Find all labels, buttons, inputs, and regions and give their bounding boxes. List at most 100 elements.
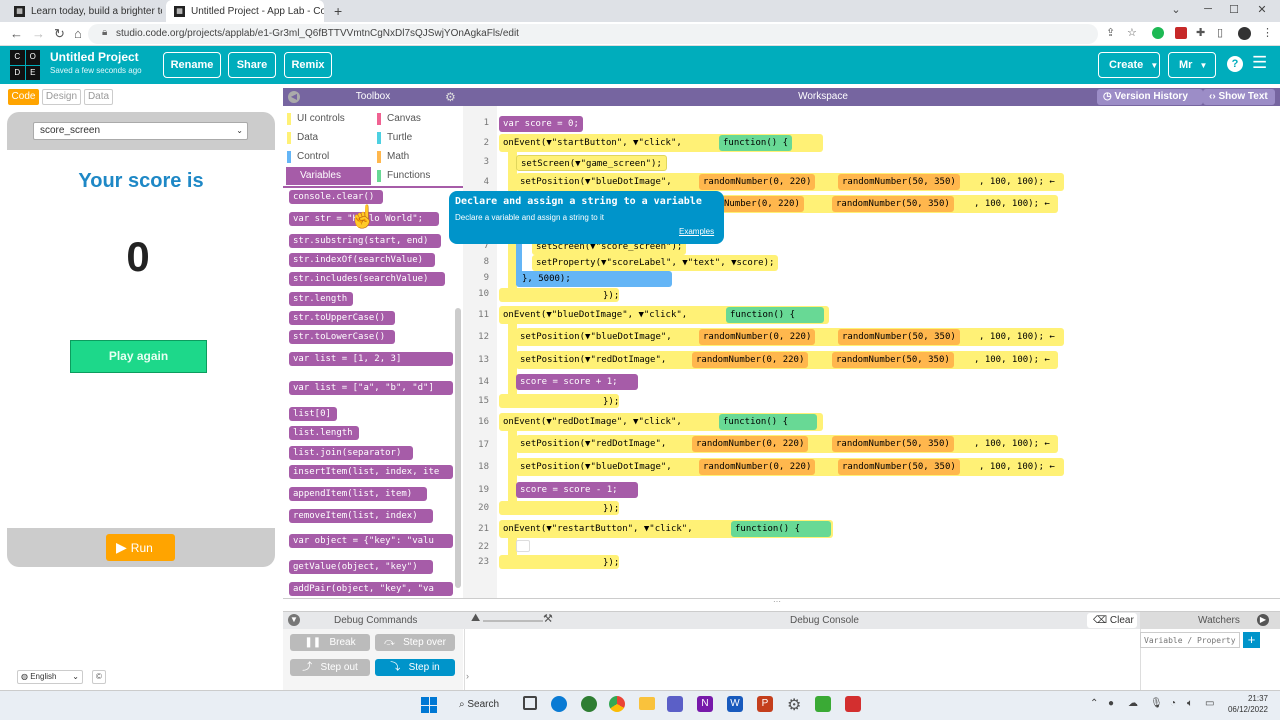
battery-icon[interactable]: ▭ xyxy=(1205,698,1215,709)
tray-onedrive-icon[interactable]: ☁ xyxy=(1128,698,1138,709)
chrome-icon[interactable] xyxy=(609,696,625,712)
create-menu-button[interactable]: Create ▼ xyxy=(1098,52,1160,78)
grammarly-extension-icon[interactable] xyxy=(1152,27,1164,39)
task-view-icon[interactable] xyxy=(523,696,537,710)
block-console-clear[interactable]: console.clear() xyxy=(289,190,383,204)
examples-link[interactable]: Examples xyxy=(679,227,715,236)
taskbar-search[interactable]: ⌕ Search xyxy=(453,695,515,715)
windows-start-icon[interactable] xyxy=(421,697,437,713)
code-randomnumber[interactable]: randomNumber(0, 220) xyxy=(692,436,809,452)
show-text-button[interactable]: ‹› Show Text xyxy=(1203,89,1275,105)
category-ui-controls[interactable]: UI controls xyxy=(283,110,371,128)
empty-statement-slot[interactable] xyxy=(516,540,530,552)
code-var-score[interactable]: var score = 0; xyxy=(499,116,583,132)
sidepanel-icon[interactable]: ▯ xyxy=(1217,27,1224,39)
block-list-index[interactable]: list[0] xyxy=(289,407,337,421)
share-page-icon[interactable]: ⇪ xyxy=(1106,27,1116,39)
profile-avatar[interactable] xyxy=(1238,27,1251,40)
block-indexof[interactable]: str.indexOf(searchValue) xyxy=(289,253,435,267)
settings-gear-icon[interactable]: ⚙ xyxy=(787,697,802,714)
watch-expression-input[interactable] xyxy=(1140,632,1240,648)
microphone-icon[interactable]: 🎙︎ xyxy=(1150,698,1163,709)
block-var-object[interactable]: var object = {"key": "valu xyxy=(289,534,453,548)
word-icon[interactable]: W xyxy=(727,696,743,712)
minimize-button[interactable]: ─ xyxy=(1204,3,1212,15)
play-again-button[interactable]: Play again xyxy=(70,340,207,373)
code-randomnumber[interactable]: randomNumber(0, 220) xyxy=(699,459,816,475)
block-removeitem[interactable]: removeItem(list, index) xyxy=(289,509,433,523)
block-appenditem[interactable]: appendItem(list, item) xyxy=(289,487,427,501)
browser-tab[interactable]: ▦ Learn today, build a brighter tom ✕ xyxy=(6,0,162,22)
block-tolowercase[interactable]: str.toLowerCase() xyxy=(289,330,395,344)
remix-button[interactable]: Remix xyxy=(284,52,332,78)
code-onevent-reddot[interactable]: onEvent(▼"redDotImage", ▼"click", xyxy=(503,417,682,427)
tray-overflow-icon[interactable]: ⌃ xyxy=(1090,698,1099,709)
category-math[interactable]: Math xyxy=(373,148,461,166)
block-insertitem[interactable]: insertItem(list, index, ite xyxy=(289,465,453,479)
code-randomnumber[interactable]: Number(0, 220) xyxy=(720,196,804,212)
code-randomnumber[interactable]: randomNumber(0, 220) xyxy=(699,174,816,190)
code-function[interactable]: function() { xyxy=(719,135,793,151)
category-data[interactable]: Data xyxy=(283,129,371,147)
code-onevent-start[interactable]: onEvent(▼"startButton", ▼"click", xyxy=(503,138,682,148)
category-functions[interactable]: Functions xyxy=(373,167,461,185)
back-arrow-icon[interactable]: ← xyxy=(10,26,23,41)
code-function[interactable]: function() { xyxy=(726,307,824,323)
block-length[interactable]: str.length xyxy=(289,292,353,306)
debug-slider-rabbit-icon[interactable]: ⚒ xyxy=(543,613,553,625)
block-var-list-numbers[interactable]: var list = [1, 2, 3] xyxy=(289,352,453,366)
code-function[interactable]: function() { xyxy=(719,414,817,430)
code-randomnumber[interactable]: randomNumber(50, 350) xyxy=(838,329,960,345)
chrome-canary-icon[interactable] xyxy=(581,696,597,712)
code-function[interactable]: function() { xyxy=(731,521,831,537)
break-button[interactable]: ❚❚ Break xyxy=(290,634,370,651)
debug-slider-turtle-icon[interactable]: ⛰ xyxy=(471,612,481,624)
browser-tab-active[interactable]: ▦ Untitled Project - App Lab - Code ✕ xyxy=(166,0,324,22)
user-menu-button[interactable]: Mr ▼ xyxy=(1168,52,1216,78)
gear-icon[interactable]: ⚙ xyxy=(445,90,456,104)
code-randomnumber[interactable]: randomNumber(50, 350) xyxy=(832,436,954,452)
taskbar-clock-date[interactable]: 06/12/2022 xyxy=(1227,705,1268,714)
extensions-puzzle-icon[interactable]: ✚ xyxy=(1196,27,1206,39)
tray-app-icon[interactable]: ● xyxy=(1108,698,1115,709)
new-tab-button[interactable]: + xyxy=(334,3,343,19)
category-turtle[interactable]: Turtle xyxy=(373,129,461,147)
code-randomnumber[interactable]: randomNumber(0, 220) xyxy=(692,352,809,368)
category-canvas[interactable]: Canvas xyxy=(373,110,461,128)
block-addpair[interactable]: addPair(object, "key", "va xyxy=(289,582,453,596)
screen-select[interactable]: score_screen ⌄ xyxy=(33,122,248,140)
resize-handle[interactable]: ⋯ xyxy=(283,597,1280,611)
run-button[interactable]: ▶ Run xyxy=(106,534,175,561)
maximize-button[interactable]: ☐ xyxy=(1229,4,1239,16)
step-in-button[interactable]: ⤵ Step in xyxy=(375,659,455,676)
code-randomnumber[interactable]: randomNumber(50, 350) xyxy=(832,352,954,368)
tab-search-icon[interactable]: ⌄ xyxy=(1171,4,1181,16)
tab-data[interactable]: Data xyxy=(84,89,113,105)
app-icon-green[interactable] xyxy=(815,696,831,712)
browser-menu-icon[interactable]: ⋮ xyxy=(1262,27,1273,39)
step-over-button[interactable]: ⤼ Step over xyxy=(375,634,455,651)
volume-icon[interactable]: 🔈︎ xyxy=(1187,698,1193,709)
app-icon-red[interactable] xyxy=(845,696,861,712)
onenote-icon[interactable]: N xyxy=(697,696,713,712)
debug-console-panel[interactable] xyxy=(464,629,1138,690)
taskbar-clock-time[interactable]: 21:37 xyxy=(1247,694,1268,703)
category-variables[interactable]: Variables xyxy=(286,167,371,185)
block-var-str[interactable]: var str = "Hello World"; xyxy=(289,212,439,226)
code-score-decrement[interactable]: score = score - 1; xyxy=(516,482,638,498)
codeorg-logo[interactable]: C O D E xyxy=(10,50,40,80)
code-setproperty[interactable]: setProperty(▼"scoreLabel", ▼"text", ▼sco… xyxy=(532,255,779,271)
collapse-watchers-icon[interactable]: ▶ xyxy=(1257,614,1269,626)
hamburger-menu-icon[interactable]: ☰ xyxy=(1252,53,1268,72)
url-box[interactable] xyxy=(88,24,1098,44)
code-score-increment[interactable]: score = score + 1; xyxy=(516,374,638,390)
code-randomnumber[interactable]: randomNumber(50, 350) xyxy=(838,459,960,475)
file-explorer-icon[interactable] xyxy=(639,697,655,710)
wifi-icon[interactable]: ◔ xyxy=(1170,698,1177,709)
code-onevent-restart[interactable]: onEvent(▼"restartButton", ▼"click", xyxy=(503,524,693,534)
block-touppercase[interactable]: str.toUpperCase() xyxy=(289,311,395,325)
close-window-button[interactable]: ✕ xyxy=(1257,4,1267,16)
collapse-toolbox-icon[interactable]: ◀ xyxy=(288,91,300,103)
clear-console-button[interactable]: ⌫ Clear xyxy=(1087,613,1137,628)
block-substring[interactable]: str.substring(start, end) xyxy=(289,234,441,248)
